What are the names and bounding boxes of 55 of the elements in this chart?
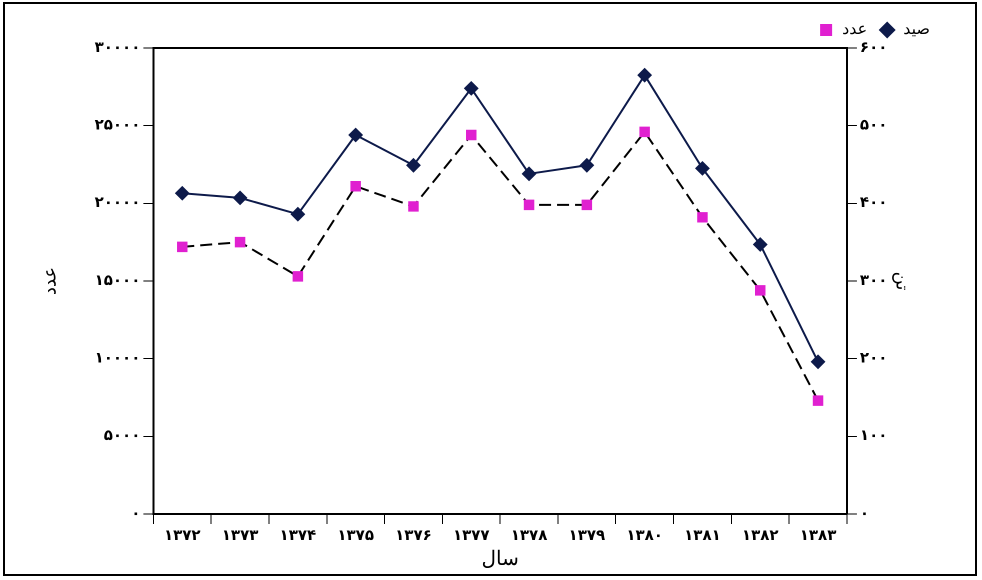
y-tick-label: ۲۵۰۰۰	[94, 116, 140, 134]
legend-label: صید	[903, 19, 930, 38]
y-axis-title: عدد	[39, 266, 60, 296]
point	[638, 68, 652, 82]
point	[582, 200, 592, 210]
point	[811, 354, 826, 369]
y-tick-label: ۰	[131, 504, 140, 522]
x-axis-title: سال	[481, 546, 519, 570]
y-tick-label: ۱۵۰۰۰	[94, 270, 140, 289]
point	[406, 158, 420, 172]
point	[695, 161, 710, 176]
x-tick-label: ۱۳۷۴	[280, 526, 316, 544]
y2-tick-label: ۴۰۰	[860, 193, 888, 212]
y-tick-label: ۱۰۰۰۰	[94, 348, 140, 367]
point	[697, 212, 708, 223]
x-tick-label: ۱۳۷۵	[337, 526, 374, 544]
x-tick-label: ۱۳۷۸	[510, 526, 548, 544]
point	[350, 181, 361, 192]
point	[234, 236, 246, 248]
point	[290, 207, 305, 222]
point	[292, 271, 304, 282]
point	[639, 126, 650, 138]
y2-tick-label: ۳۰۰	[860, 270, 888, 289]
y-tick-label: ۳۰۰۰۰	[94, 38, 140, 56]
x-tick-label: ۱۳۸۳	[800, 526, 836, 544]
x-tick-label: ۱۳۸۲	[742, 526, 779, 544]
point	[408, 201, 419, 212]
point	[580, 158, 594, 172]
y2-tick-label: ۱۰۰	[860, 426, 888, 444]
y2-tick-label: ۰	[860, 504, 870, 522]
x-tick-label: ۱۳۸۱	[684, 526, 721, 544]
x-tick-label: ۱۳۷۶	[395, 526, 432, 544]
point	[175, 186, 190, 200]
x-tick-label: ۱۳۷۲	[164, 526, 201, 544]
y2-tick-label: ۶۰۰	[860, 38, 888, 56]
point	[177, 242, 188, 252]
point	[233, 190, 248, 205]
legend-label: عدد	[842, 19, 868, 38]
y2-axis-title: تن	[892, 272, 913, 290]
x-tick-label: ۱۳۷۳	[222, 526, 258, 544]
point	[754, 285, 766, 296]
y-tick-label: ۵۰۰۰	[104, 426, 140, 444]
y-tick-label: ۲۰۰۰۰	[94, 193, 140, 212]
point	[522, 166, 536, 181]
x-tick-label: ۱۳۷۹	[568, 526, 606, 544]
x-tick-label: ۱۳۷۷	[452, 526, 490, 544]
y2-tick-label: ۵۰۰	[860, 116, 888, 134]
point	[348, 128, 363, 142]
point	[466, 130, 476, 140]
point	[464, 81, 478, 96]
point	[812, 395, 824, 406]
point	[524, 200, 534, 210]
y2-tick-label: ۲۰۰	[860, 348, 888, 367]
point	[753, 237, 768, 252]
x-tick-label: ۱۳۸۰	[626, 526, 663, 544]
